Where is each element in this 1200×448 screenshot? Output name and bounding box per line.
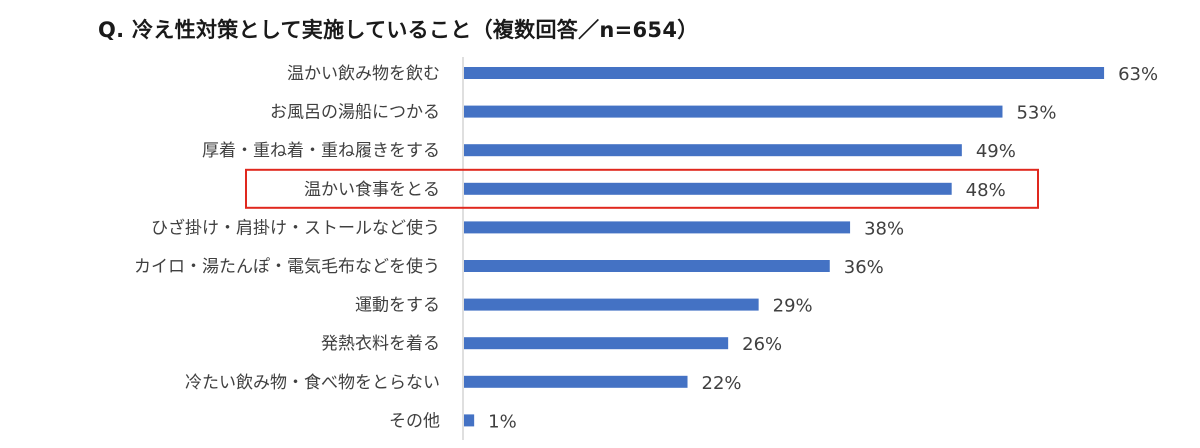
chart-title: Q. 冷え性対策として実施していること（複数回答／n=654）	[98, 18, 699, 42]
value-label: 38%	[864, 218, 904, 239]
category-label: カイロ・湯たんぽ・電気毛布などを使う	[134, 256, 440, 277]
bar-rows: 温かい飲み物を飲む 63% お風呂の湯船につかる 53% 厚着・重ね着・重ね履きをする 4…	[134, 64, 1158, 432]
value-label: 63%	[1118, 64, 1158, 85]
bar	[464, 67, 1105, 79]
bar	[464, 298, 759, 311]
category-label: 厚着・重ね着・重ね履きをする	[202, 141, 440, 161]
bar	[464, 105, 1003, 118]
value-label: 49%	[976, 141, 1016, 162]
category-label: 運動をする	[355, 296, 440, 316]
value-label: 53%	[1016, 103, 1056, 124]
value-label: 36%	[844, 257, 884, 278]
bar	[464, 260, 830, 272]
bar	[464, 375, 688, 388]
category-label: 温かい食事をとる	[304, 180, 440, 200]
bar	[464, 337, 729, 350]
category-label: 温かい飲み物を飲む	[287, 64, 440, 84]
value-label: 26%	[742, 334, 782, 355]
category-label: お風呂の湯船につかる	[270, 103, 440, 123]
value-label: 29%	[773, 296, 813, 317]
category-label: 発熱衣料を着る	[321, 334, 440, 354]
value-label: 22%	[702, 373, 742, 394]
highlight-box	[245, 168, 1039, 209]
value-label: 48%	[966, 180, 1006, 201]
bar	[464, 182, 952, 195]
bar	[464, 221, 851, 234]
value-label: 1%	[488, 411, 517, 432]
bar	[464, 144, 962, 157]
category-label: その他	[389, 411, 440, 431]
category-label: 冷たい飲み物・食べ物をとらない	[185, 373, 440, 393]
bar	[464, 414, 475, 427]
category-label: ひざ掛け・肩掛け・ストールなど使う	[151, 217, 440, 238]
